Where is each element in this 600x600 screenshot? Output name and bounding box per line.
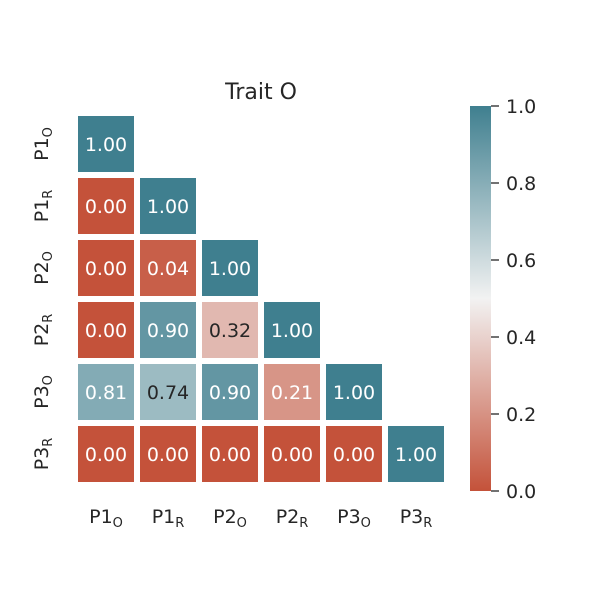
x-tick-label: P1O [89, 506, 123, 531]
x-tick-label: P3R [400, 506, 433, 531]
cell-value-label: 0.04 [147, 258, 189, 280]
cell-value-label: 0.00 [271, 444, 313, 466]
cell-value-label: 1.00 [333, 382, 375, 404]
heatmap-cell [140, 240, 196, 296]
colorbar-ticks: 0.0 0.2 0.4 0.6 0.8 1.0 [491, 96, 536, 503]
heatmap-cell [140, 364, 196, 420]
heatmap-cell [140, 178, 196, 234]
y-axis-ticks: P1O P1R P2O P2R P3O P3R [31, 127, 56, 470]
heatmap-cell [264, 426, 320, 482]
colorbar-tick-label: 0.0 [506, 481, 536, 503]
heatmap-cell [326, 364, 382, 420]
heatmap-cell [78, 426, 134, 482]
cell-value-label: 0.90 [147, 320, 189, 342]
heatmap-cell [78, 240, 134, 296]
cell-value-label: 0.00 [147, 444, 189, 466]
cell-value-label: 0.00 [85, 444, 127, 466]
cell-value-label: 1.00 [85, 134, 127, 156]
colorbar-tick-label: 1.0 [506, 96, 536, 118]
heatmap-cell [326, 426, 382, 482]
heatmap-cell [202, 240, 258, 296]
heatmap-cell [78, 364, 134, 420]
heatmap-cell [78, 178, 134, 234]
cell-value-label: 1.00 [395, 444, 437, 466]
x-tick-label: P1R [152, 506, 185, 531]
heatmap-cell [78, 116, 134, 172]
cell-value-label: 0.81 [85, 382, 127, 404]
heatmap-cell [140, 426, 196, 482]
x-axis-ticks: P1O P1R P2O P2R P3O P3R [89, 506, 432, 531]
cell-value-label: 0.21 [271, 382, 313, 404]
x-tick-label: P3O [337, 506, 371, 531]
cell-value-label: 0.90 [209, 382, 251, 404]
cell-value-label: 1.00 [271, 320, 313, 342]
colorbar-gradient [470, 106, 491, 491]
colorbar-tick-label: 0.6 [506, 250, 536, 272]
heatmap-cell [202, 426, 258, 482]
y-tick-label: P1R [31, 190, 56, 223]
cell-value-label: 0.00 [209, 444, 251, 466]
heatmap-cell [78, 302, 134, 358]
colorbar-tick-label: 0.4 [506, 327, 536, 349]
y-tick-label: P3R [31, 438, 56, 471]
colorbar: 0.0 0.2 0.4 0.6 0.8 1.0 [470, 96, 536, 503]
colorbar-tick-label: 0.8 [506, 173, 536, 195]
cell-value-label: 0.00 [85, 258, 127, 280]
y-tick-label: P2O [31, 251, 56, 285]
heatmap-cell [202, 302, 258, 358]
cell-value-label: 0.00 [333, 444, 375, 466]
cell-value-label: 1.00 [209, 258, 251, 280]
heatmap-cell [202, 364, 258, 420]
cell-value-label: 0.32 [209, 320, 251, 342]
cell-value-label: 1.00 [147, 196, 189, 218]
y-tick-label: P1O [31, 127, 56, 161]
cell-value-label: 0.00 [85, 320, 127, 342]
y-tick-label: P2R [31, 314, 56, 347]
x-tick-label: P2R [276, 506, 309, 531]
chart-title: Trait O [224, 80, 297, 105]
heatmap-cells: 1.00 0.00 1.00 0.00 0.04 1.00 0.00 0.90 0.32 1.00… [78, 116, 444, 482]
cell-value-label: 0.74 [147, 382, 189, 404]
x-tick-label: P2O [213, 506, 247, 531]
heatmap-cell [264, 302, 320, 358]
heatmap-cell [388, 426, 444, 482]
heatmap-cell [264, 364, 320, 420]
heatmap-cell [140, 302, 196, 358]
colorbar-tick-label: 0.2 [506, 404, 536, 426]
y-tick-label: P3O [31, 375, 56, 409]
cell-value-label: 0.00 [85, 196, 127, 218]
